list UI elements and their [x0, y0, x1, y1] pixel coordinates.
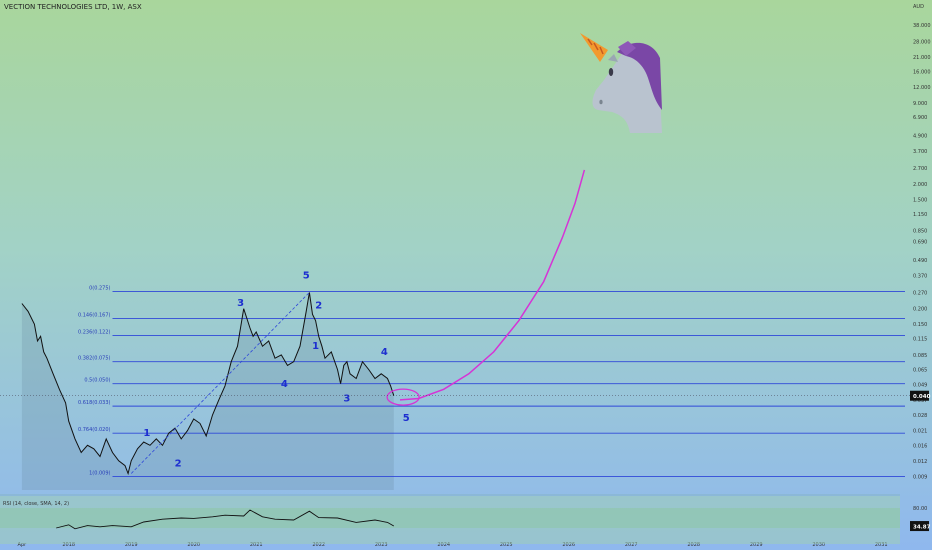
x-tick-label-1: 2018 — [62, 542, 75, 548]
rsi-line — [56, 509, 395, 530]
x-tick-label-10: 2027 — [625, 542, 638, 548]
fib-level-label-2: 0.236(0.122) — [78, 329, 111, 335]
x-tick-label-0: Apr — [18, 542, 28, 548]
fib-level-label-3: 0.382(0.075) — [78, 356, 111, 362]
fib-level-label-5: 0.618(0.033) — [78, 400, 111, 406]
chart-title: VECTION TECHNOLOGIES LTD, 1W, ASX — [4, 3, 142, 11]
y-tick-label-14: 0.690 — [913, 240, 927, 246]
fib-level-label-6: 0.764(0.020) — [78, 427, 111, 433]
x-tick-label-11: 2028 — [687, 542, 700, 548]
x-tick-label-4: 2021 — [250, 542, 263, 548]
unicorn-icon — [580, 33, 662, 133]
rsi-tick-80: 80.00 — [913, 506, 927, 512]
y-tick-label-11: 1.500 — [913, 198, 927, 204]
fib-level-label-0: 0(0.275) — [89, 285, 110, 291]
fib-level-label-4: 0.5(0.050) — [84, 378, 110, 384]
rsi-value-text: 34.87 — [913, 525, 931, 531]
price-line — [21, 292, 395, 476]
wave-trend-line — [130, 292, 310, 474]
y-tick-label-1: 28.000 — [913, 39, 931, 45]
y-tick-label-9: 2.700 — [913, 166, 927, 172]
x-tick-label-9: 2026 — [562, 542, 575, 548]
x-tick-label-12: 2029 — [750, 542, 763, 548]
x-tick-label-2: 2019 — [125, 542, 138, 548]
y-tick-label-17: 0.270 — [913, 290, 927, 296]
y-tick-label-6: 6.900 — [913, 115, 927, 121]
y-tick-label-10: 2.000 — [913, 182, 927, 188]
y-tick-label-23: 0.049 — [913, 383, 927, 389]
currency-label: AUD — [913, 4, 924, 10]
y-tick-label-3: 16.000 — [913, 70, 931, 76]
last-price-text: 0.040 — [913, 394, 931, 400]
y-tick-label-18: 0.200 — [913, 307, 927, 313]
y-tick-label-28: 0.012 — [913, 459, 927, 465]
y-tick-label-20: 0.115 — [913, 337, 927, 343]
rsi-value-badge — [910, 521, 929, 532]
wave-label-0: 1 — [143, 428, 150, 439]
y-tick-label-2: 21.000 — [913, 55, 931, 61]
wave-label-2: 3 — [237, 298, 244, 309]
y-tick-label-13: 0.850 — [913, 228, 927, 234]
x-tick-label-5: 2022 — [312, 542, 325, 548]
wave-label-1: 2 — [175, 459, 182, 470]
rsi-band — [0, 508, 900, 528]
wave-label-3: 5 — [303, 270, 310, 281]
y-tick-label-27: 0.016 — [913, 443, 927, 449]
x-tick-label-3: 2020 — [187, 542, 200, 548]
x-tick-label-7: 2024 — [437, 542, 450, 548]
y-tick-label-24: 0.037 — [913, 398, 927, 404]
projection-curve — [399, 169, 586, 401]
x-tick-label-8: 2025 — [500, 542, 513, 548]
target-ellipse — [386, 388, 420, 406]
y-tick-label-5: 9.000 — [913, 101, 927, 107]
wave-label-8: 4 — [381, 347, 388, 358]
x-tick-label-13: 2030 — [812, 542, 825, 548]
x-tick-label-6: 2023 — [375, 542, 388, 548]
wave-label-6: 4 — [281, 379, 288, 390]
y-tick-label-19: 0.150 — [913, 322, 927, 328]
y-tick-label-22: 0.065 — [913, 367, 927, 373]
y-tick-label-16: 0.370 — [913, 273, 927, 279]
x-tick-label-14: 2031 — [875, 542, 888, 548]
y-tick-label-7: 4.900 — [913, 134, 927, 140]
y-tick-label-15: 0.490 — [913, 258, 927, 264]
y-tick-label-0: 38.000 — [913, 23, 931, 29]
wave-label-7: 3 — [343, 393, 350, 404]
wave-label-4: 2 — [315, 301, 322, 312]
y-tick-label-8: 3.700 — [913, 149, 927, 155]
rsi-label: RSI (14, close, SMA, 14, 2) — [3, 501, 69, 507]
y-tick-label-12: 1.150 — [913, 212, 927, 218]
last-price-badge — [910, 390, 929, 401]
fib-level-label-7: 1(0.009) — [89, 470, 110, 476]
y-tick-label-21: 0.085 — [913, 353, 927, 359]
fib-level-label-1: 0.146(0.167) — [78, 312, 111, 318]
wave-label-5: 1 — [312, 341, 319, 352]
y-tick-label-4: 12.000 — [913, 85, 931, 91]
y-tick-label-25: 0.028 — [913, 413, 927, 419]
y-tick-label-29: 0.009 — [913, 474, 927, 480]
y-tick-label-26: 0.021 — [913, 429, 927, 435]
wave-label-9: 5 — [403, 413, 410, 424]
